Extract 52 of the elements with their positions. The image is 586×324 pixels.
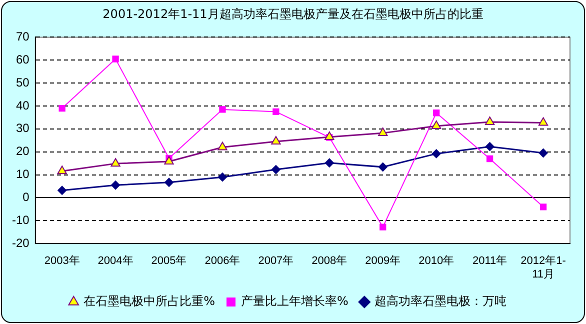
y-tick-label: -10	[12, 212, 30, 227]
point	[484, 116, 495, 126]
legend-label: 在石墨电极中所占比重%	[84, 294, 216, 308]
point	[58, 104, 66, 112]
legend-label: 超高功率石墨电极：万吨	[374, 294, 506, 308]
point	[111, 180, 120, 190]
y-tick-label: 50	[16, 75, 30, 90]
x-tick-label: 2003年	[44, 255, 80, 268]
x-tick-label: 2004年	[98, 255, 134, 268]
y-tick-label: 10	[16, 167, 30, 182]
point	[486, 155, 494, 162]
y-tick-label: 60	[16, 52, 30, 66]
x-tick-label: 2011年	[472, 255, 508, 268]
x-tick-label: 2009年	[365, 255, 401, 268]
y-tick-label: 20	[16, 144, 30, 158]
x-tick-label: 2008年	[312, 255, 348, 268]
x-tick-label: 2012年1-11月	[520, 255, 566, 280]
legend-label: 产量比上年增长率%	[241, 294, 348, 308]
x-tick-label: 2007年	[258, 255, 294, 268]
point	[164, 178, 174, 187]
point	[219, 106, 226, 113]
point	[272, 108, 280, 116]
point	[378, 162, 388, 172]
x-tick-label: 2006年	[204, 255, 240, 268]
chart-title: 2001-2012年1-11月超高功率石墨电极产量及在石墨电极中所占的比重	[102, 6, 484, 23]
y-tick-label: -20	[12, 236, 30, 250]
point	[58, 186, 67, 195]
point	[110, 158, 120, 167]
point	[378, 128, 388, 136]
point	[164, 156, 174, 164]
x-tick-label: 2010年	[418, 255, 454, 268]
point	[112, 56, 119, 62]
point	[432, 149, 441, 158]
point	[218, 142, 228, 150]
y-tick-label: 0	[22, 190, 30, 204]
point	[538, 117, 548, 126]
point	[540, 204, 547, 210]
y-tick-label: 70	[16, 30, 30, 44]
point	[271, 136, 281, 145]
x-tick-label: 2005年	[151, 255, 187, 268]
point	[485, 142, 494, 152]
point	[324, 131, 334, 140]
y-tick-label: 40	[16, 98, 30, 112]
y-tick-label: 30	[16, 121, 30, 136]
point	[433, 110, 440, 116]
point	[538, 148, 548, 158]
point	[432, 120, 442, 129]
point	[57, 166, 67, 174]
point	[380, 224, 386, 230]
point	[218, 172, 227, 182]
point	[324, 158, 334, 168]
point	[271, 165, 280, 174]
